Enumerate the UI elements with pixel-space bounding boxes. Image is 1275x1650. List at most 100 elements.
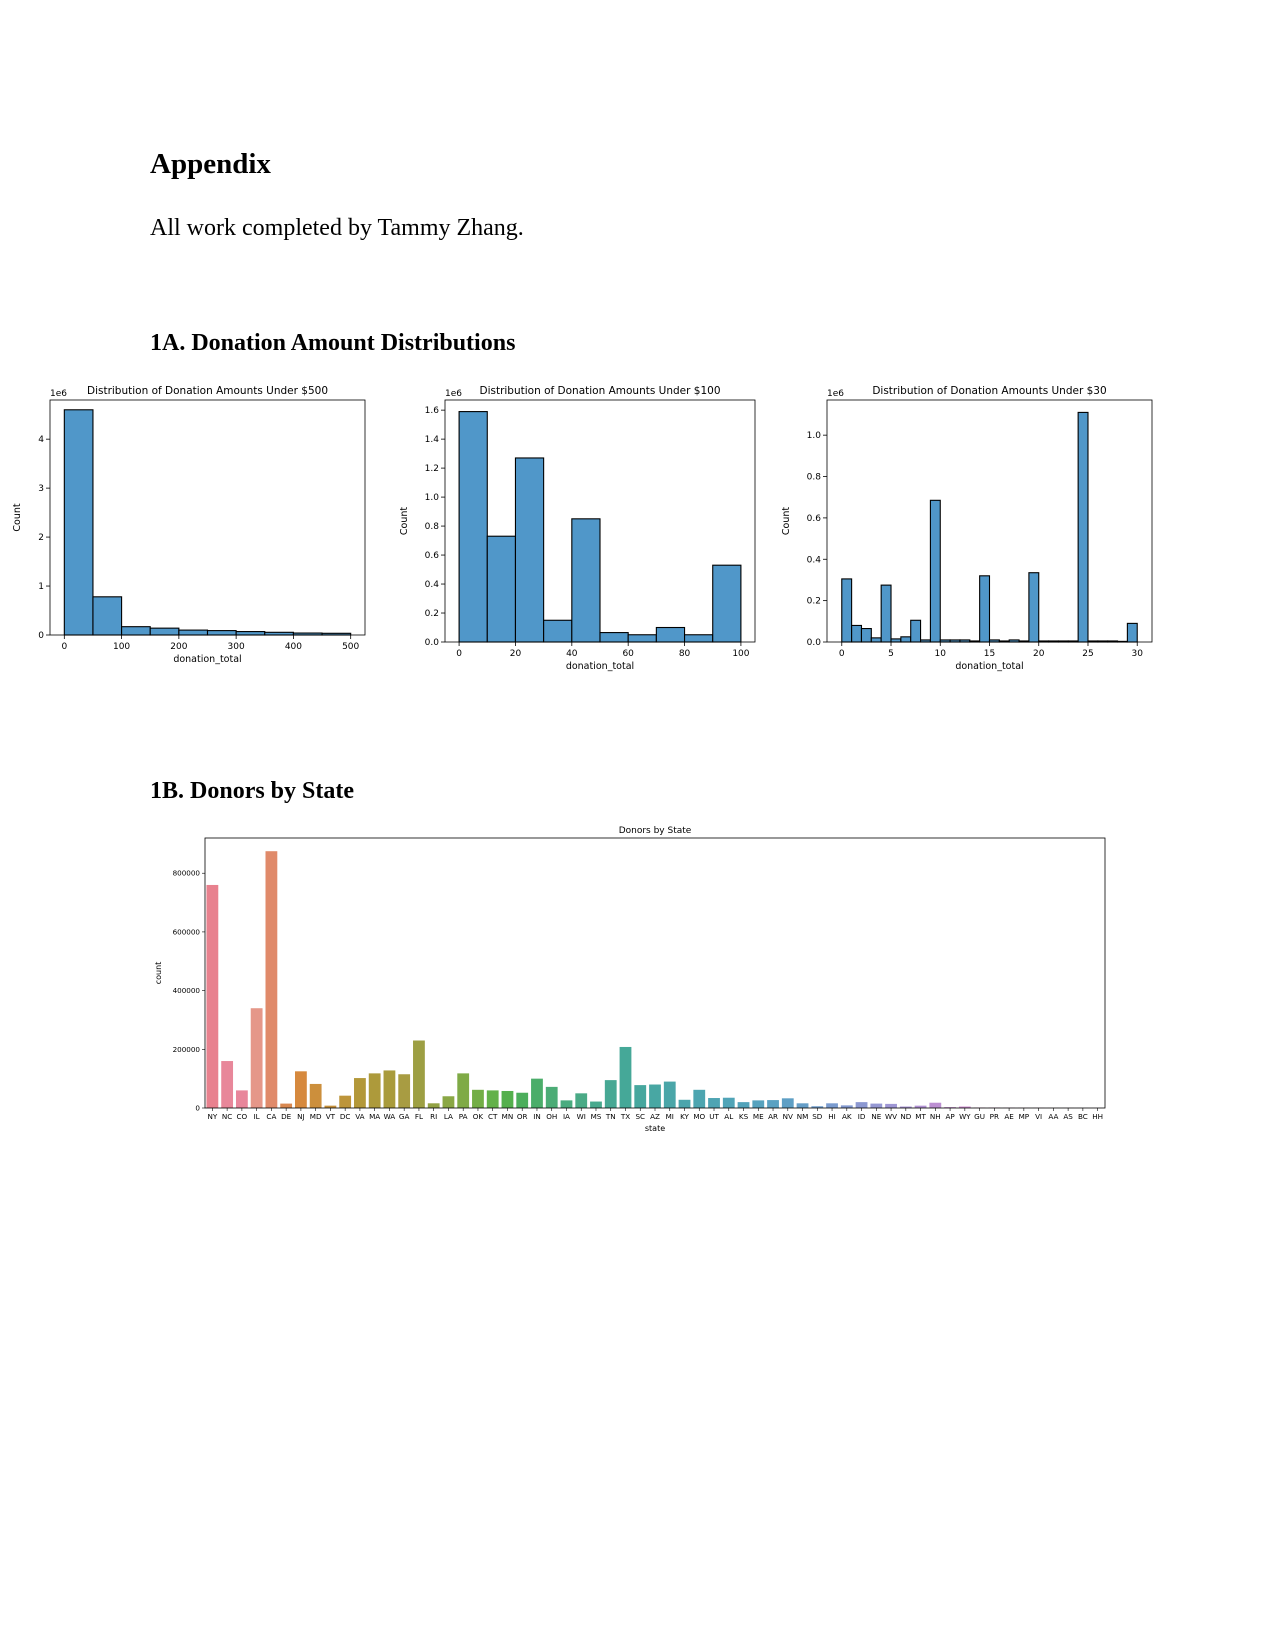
x-tick-label: 60 [622,649,634,659]
x-tick-label: OK [473,1112,484,1121]
x-tick-label: ME [753,1112,764,1121]
state-bar [309,1083,322,1108]
state-bar [781,1098,794,1108]
chart-title: Distribution of Donation Amounts Under $… [479,385,720,397]
x-tick-label: 20 [1033,649,1045,659]
x-tick-label: IA [563,1112,570,1121]
x-tick-label: KS [739,1112,749,1121]
state-bar [486,1090,499,1108]
state-bar [442,1096,455,1108]
x-tick-label: DC [340,1112,351,1121]
state-bar [280,1103,293,1108]
y-tick-label: 1.0 [425,493,440,503]
state-bar [796,1103,809,1108]
y-tick-label: 600000 [173,927,201,936]
x-tick-label: 0 [456,649,462,659]
x-tick-label: VT [326,1112,336,1121]
y-tick-label: 1.6 [425,406,440,416]
state-bar [575,1093,588,1108]
x-tick-label: NJ [297,1112,305,1121]
x-tick-label: SD [812,1112,823,1121]
histogram-bar [571,518,601,643]
y-tick-label: 0.4 [807,555,822,565]
state-bar [649,1084,661,1108]
histogram-bar [890,638,902,643]
histogram-bar [206,630,237,636]
state-bar [590,1101,602,1108]
histogram-bar [486,535,517,643]
x-tick-label: 500 [342,642,359,652]
x-tick-label: 10 [935,649,947,659]
y-axis-label: Count [12,503,23,531]
x-tick-label: MN [502,1112,514,1121]
histogram-under-30: 0 5 10 15 20 25 30 0.0 0.2 0.4 0.6 0.8 1.0 1e6 Distrib… [781,385,1153,672]
y-tick-label: 3 [38,484,44,494]
histogram-bar [178,629,209,636]
x-tick-label: 300 [228,642,245,652]
x-tick-label: WY [959,1112,971,1121]
x-tick-label: NC [222,1112,232,1121]
x-tick-label: AK [842,1112,852,1121]
x-tick-label: 40 [566,649,578,659]
x-tick-label: AR [768,1112,778,1121]
state-bar [398,1074,411,1108]
x-tick-label: MP [1019,1112,1030,1121]
state-bar [929,1102,942,1108]
histogram-bar [910,619,922,643]
histogram-bar [1028,572,1040,643]
x-tick-label: AZ [650,1112,660,1121]
x-tick-label: MA [369,1112,380,1121]
axis-multiplier: 1e6 [827,389,844,399]
x-tick-label: IN [533,1112,541,1121]
y-tick-label: 0.8 [807,473,822,483]
state-bar [206,884,219,1108]
y-tick-label: 4 [38,435,44,445]
x-tick-label: PA [459,1112,468,1121]
state-bar [531,1078,543,1108]
x-tick-label: AP [945,1112,955,1121]
x-tick-label: MI [666,1112,674,1121]
y-tick-label: 0.6 [807,514,822,524]
histogram-bar [1077,411,1089,643]
x-tick-label: 200 [170,642,187,652]
state-bar [885,1103,897,1108]
histogram-bar [627,634,657,643]
y-axis-label: count [154,962,163,985]
x-tick-label: ND [900,1112,911,1121]
state-bar [840,1105,853,1108]
y-tick-label: 0 [195,1104,200,1113]
state-bar [545,1086,558,1108]
x-tick-label: NE [871,1112,881,1121]
state-bar [811,1106,824,1108]
y-tick-label: 0.0 [425,638,440,648]
x-tick-label: OR [517,1112,528,1121]
x-axis-label: donation_total [566,661,634,672]
state-bar [250,1008,263,1108]
y-tick-label: 0.6 [425,551,440,561]
histogram-bar [599,632,629,643]
x-tick-label: IL [254,1112,260,1121]
y-tick-label: 1.0 [807,431,822,441]
x-tick-label: LA [444,1112,453,1121]
state-bar [324,1105,337,1108]
x-tick-label: TN [605,1112,616,1121]
state-bar [472,1089,484,1108]
histogram-bar [235,631,266,636]
histogram-bar [979,575,991,643]
state-bar [634,1085,647,1108]
y-tick-label: 400000 [173,986,201,995]
x-tick-label: CO [237,1112,248,1121]
histogram-bar [683,634,714,643]
histogram-bar [860,628,872,643]
x-tick-label: NV [783,1112,793,1121]
state-bar [693,1089,706,1108]
state-bar [368,1073,381,1108]
y-tick-label: 1.4 [425,435,440,445]
histogram-bar [264,631,294,636]
x-tick-label: NH [930,1112,941,1121]
x-tick-label: 15 [984,649,995,659]
x-tick-label: AA [1048,1112,1058,1121]
x-tick-label: CT [488,1112,498,1121]
state-bar [663,1081,676,1108]
y-axis-label: Count [399,507,410,535]
